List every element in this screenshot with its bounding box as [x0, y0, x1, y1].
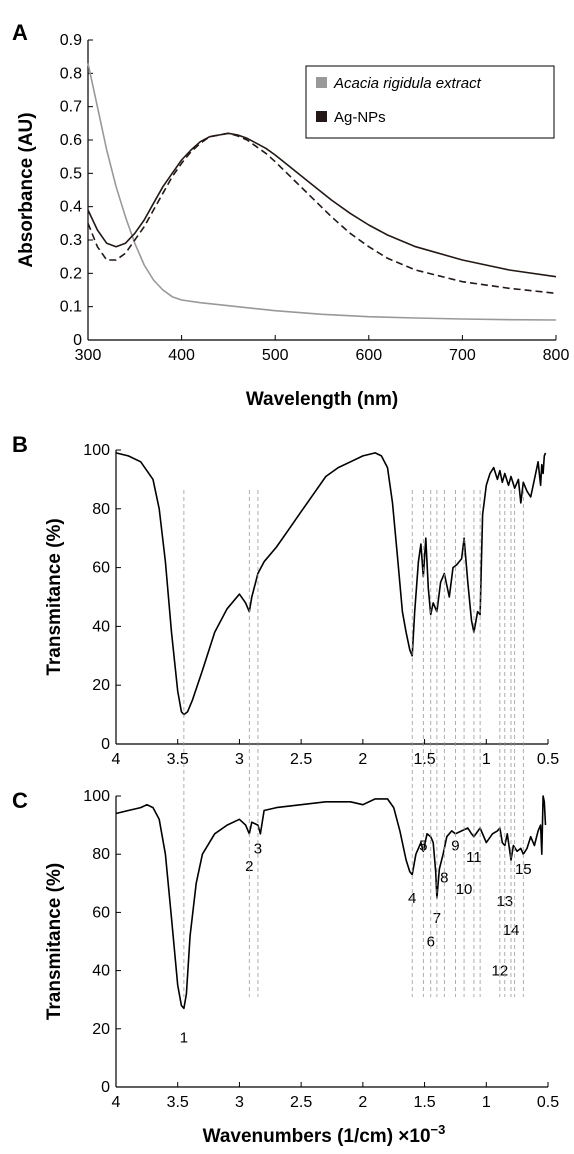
- panel-label-c: C: [12, 788, 28, 813]
- peak-label-14: 14: [503, 922, 520, 939]
- y-tick-label: 0: [73, 332, 82, 349]
- peak-guide-lines: [183, 490, 524, 997]
- y-tick-label: 0: [101, 736, 110, 753]
- y-tick-label: 0.4: [60, 199, 82, 216]
- x-tick-label: 4: [112, 1094, 121, 1111]
- panel-c-x-axis-title: Wavenumbers (1/cm) ×10−3: [203, 1122, 446, 1147]
- peak-label-2: 2: [245, 858, 253, 875]
- panel-c-axes: 0 20 40 60 80 100 4 3.5 3 2.5 2 1.5 1 0.5: [83, 788, 559, 1111]
- panel-a-y-axis-title: Absorbance (AU): [16, 112, 37, 267]
- y-tick-label: 20: [92, 1021, 110, 1038]
- x-tick-label: 1: [482, 1094, 491, 1111]
- peak-label-13: 13: [496, 893, 513, 910]
- x-tick-label: 2: [358, 751, 367, 768]
- series-line-1: [87, 63, 557, 321]
- legend-label: Ag-NPs: [334, 109, 386, 126]
- x-tick-label: 800: [543, 347, 570, 364]
- panel-b: B 0 20 40 60 80 100 4 3.5 3 2.5 2 1.5 1 0.5 Transmita…: [12, 432, 559, 768]
- legend-swatch: [316, 77, 327, 88]
- x-tick-label: 1.5: [413, 751, 435, 768]
- panel-a-axes: 0 0.1 0.2 0.3 0.4 0.5 0.6 0.7 0.8 0.9 300 400 500 600…: [60, 32, 570, 364]
- panel-c-series: [115, 795, 547, 1010]
- x-tick-label: 400: [168, 347, 195, 364]
- x-tick-label: 300: [75, 347, 102, 364]
- series-line-1: [115, 795, 547, 1010]
- y-tick-label: 20: [92, 677, 110, 694]
- panel-a: A 0 0.1 0.2 0.3 0.4 0.5 0.6 0.7 0.8 0.9 300 400 500 6…: [12, 20, 569, 410]
- y-tick-label: 40: [92, 963, 110, 980]
- legend-swatch: [316, 111, 327, 122]
- x-tick-label: 3.5: [167, 1094, 189, 1111]
- y-tick-label: 100: [83, 442, 110, 459]
- panel-b-y-axis-title: Transmitance (%): [44, 518, 65, 675]
- series-line-2: [87, 132, 557, 278]
- x-tick-label: 2.5: [290, 751, 312, 768]
- panel-label-a: A: [12, 20, 28, 45]
- x-tick-label: 2.5: [290, 1094, 312, 1111]
- y-tick-label: 0.8: [60, 65, 82, 82]
- x-tick-label: 0.5: [537, 1094, 559, 1111]
- panel-label-b: B: [12, 432, 28, 457]
- y-tick-label: 60: [92, 904, 110, 921]
- x-tick-label: 3: [235, 1094, 244, 1111]
- y-tick-label: 80: [92, 846, 110, 863]
- y-tick-label: 60: [92, 560, 110, 577]
- x-tick-label: 700: [449, 347, 476, 364]
- x-tick-label: 3: [235, 751, 244, 768]
- panel-a-legend: Acacia rigidula extract Ag-NPs: [305, 65, 555, 139]
- panel-b-series: [115, 452, 547, 716]
- legend-box: [305, 65, 555, 139]
- panel-b-axes: 0 20 40 60 80 100 4 3.5 3 2.5 2 1.5 1 0.5: [83, 442, 559, 768]
- legend-label: Acacia rigidula extract: [333, 75, 482, 92]
- y-tick-label: 0.7: [60, 99, 82, 116]
- y-tick-label: 40: [92, 618, 110, 635]
- peak-label-9: 9: [451, 837, 459, 854]
- y-tick-label: 80: [92, 501, 110, 518]
- y-tick-label: 100: [83, 788, 110, 805]
- y-tick-label: 0.5: [60, 165, 82, 182]
- y-tick-label: 0.2: [60, 265, 82, 282]
- x-tick-label: 1: [482, 751, 491, 768]
- y-tick-label: 0.3: [60, 232, 82, 249]
- peak-label-5: 5: [419, 837, 427, 854]
- x-tick-label: 500: [262, 347, 289, 364]
- y-tick-label: 0.1: [60, 299, 82, 316]
- x-tick-label: 3.5: [167, 751, 189, 768]
- x-axis-exponent: −3: [431, 1122, 446, 1137]
- y-tick-label: 0: [101, 1079, 110, 1096]
- x-tick-label: 4: [112, 751, 121, 768]
- x-tick-label: 2: [358, 1094, 367, 1111]
- x-tick-label: 0.5: [537, 751, 559, 768]
- peak-label-12: 12: [492, 963, 509, 980]
- y-tick-label: 0.6: [60, 132, 82, 149]
- panel-a-series: [87, 63, 557, 321]
- panel-a-x-axis-title: Wavelength (nm): [246, 389, 398, 410]
- series-line-3: [87, 132, 557, 295]
- panel-c-y-axis-title: Transmitance (%): [44, 863, 65, 1020]
- x-tick-label: 1.5: [413, 1094, 435, 1111]
- y-tick-label: 0.9: [60, 32, 82, 49]
- x-tick-label: 600: [355, 347, 382, 364]
- series-line-1: [115, 452, 547, 716]
- peak-label-1: 1: [180, 1030, 188, 1047]
